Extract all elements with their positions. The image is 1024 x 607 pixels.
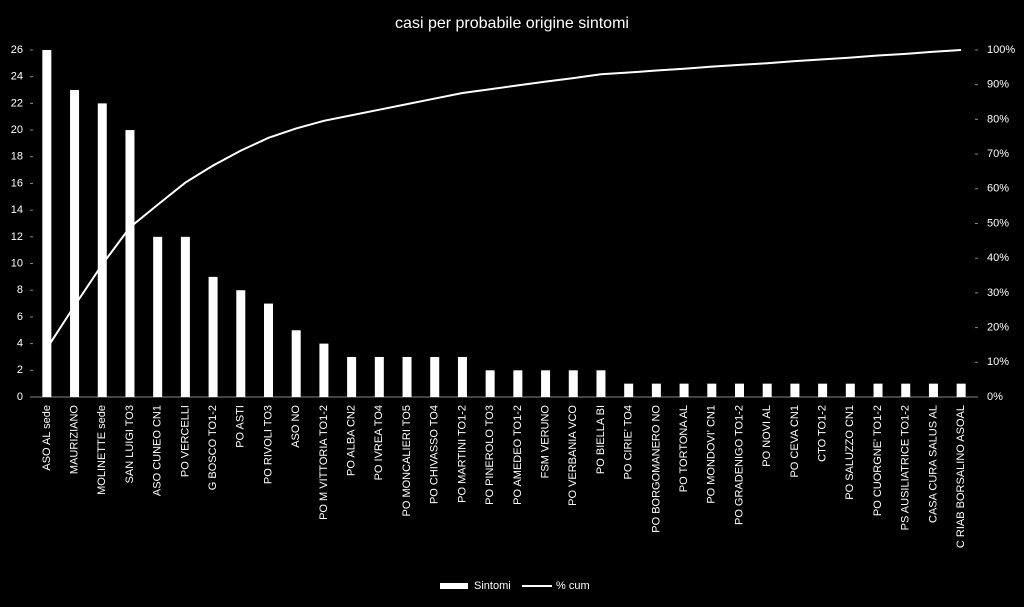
x-tick-label: PO BIELLA BI [595,405,607,474]
x-tick-label: PO BORGOMANERO NO [650,405,662,533]
x-tick-label: PO MARTINI TO1-2 [456,405,468,503]
bar [845,383,855,397]
y2-tick-label: 20% [987,322,1009,334]
x-tick-label: PO MONDOVI' CN1 [706,405,718,504]
bar [97,103,107,397]
x-tick-label: PO VERCELLI [179,405,191,477]
bar [208,276,218,397]
x-tick-label: PO CUORGNE' TO1-2 [872,405,884,516]
bar [679,383,689,397]
x-tick-label: PO IVREA TO4 [373,405,385,480]
bar [651,383,661,397]
bar [457,356,467,397]
x-tick-label: PO CHIVASSO TO4 [429,405,441,504]
x-tick-label: PO CIRIE' TO4 [623,405,635,479]
y-tick-label: 14 [11,204,23,216]
y2-tick-label: 10% [987,356,1009,368]
x-tick-label: PO TORTONA AL [678,405,690,492]
bar [264,303,273,397]
y2-tick-label: 90% [987,79,1009,91]
legend-label: Sintomi [474,580,511,592]
y2-tick-label: 30% [987,287,1009,299]
bar [707,383,717,397]
x-tick-label: PO NOVI AL [761,405,773,467]
bar [70,90,80,398]
bar [374,356,384,397]
legend-swatch [440,583,468,589]
x-tick-label: PO VERBANIA VCO [567,405,579,506]
x-tick-label: PO AMEDEO TO1-2 [512,405,524,505]
y-tick-label: 0 [17,391,23,403]
bar [513,370,523,397]
y2-tick-label: 40% [987,252,1009,264]
x-tick-label: ASO CUNEO CN1 [152,405,164,496]
x-tick-label: PS AUSILIATRICE TO1-2 [900,405,912,530]
bar [402,356,412,397]
bar [790,383,800,397]
legend-label: % cum [556,580,590,592]
x-tick-label: PO ALBA CN2 [346,405,358,476]
bar [901,383,911,397]
bar [873,383,883,397]
bar [956,383,966,397]
x-tick-label: PO GRADENIGO TO1-2 [733,405,745,525]
bar [762,383,772,397]
y2-tick-label: 0% [987,391,1003,403]
bar [42,50,52,397]
y-tick-label: 16 [11,177,23,189]
y2-tick-label: 60% [987,183,1009,195]
y2-tick-label: 70% [987,148,1009,160]
bar [928,383,938,397]
x-tick-label: CASA CURA SALUS AL [927,405,939,523]
bar [624,383,634,397]
bar [541,370,551,397]
y-tick-label: 8 [17,284,23,296]
y-tick-label: 6 [17,311,23,323]
bar [485,370,495,397]
line [46,49,962,349]
y2-tick-label: 80% [987,113,1009,125]
bar [430,356,440,397]
y-tick-label: 10 [11,257,23,269]
x-tick-label: PO ASTI [235,405,247,448]
bar [153,236,163,397]
chart-title: casi per probabile origine sintomi [395,15,629,32]
bar [319,343,329,397]
x-tick-label: PO RIVOLI TO3 [262,405,274,484]
x-tick-label: G BOSCO TO1-2 [207,405,219,490]
x-tick-label: FSM VERUNO [539,405,551,479]
y2-tick-label: 50% [987,217,1009,229]
y-tick-label: 22 [11,97,23,109]
bar [236,290,246,397]
bar [596,370,606,397]
bar [125,130,135,398]
bar [735,383,744,397]
y-tick-label: 18 [11,151,23,163]
bar [347,356,357,397]
x-tick-label: ASO AL sede [41,405,53,471]
x-tick-label: C RIAB BORSALINO ASOAL [955,405,967,548]
x-tick-label: PO PINEROLO TO3 [484,405,496,505]
bar [291,330,301,397]
x-tick-label: MAURIZIANO [68,405,80,475]
y-tick-label: 20 [11,124,23,136]
y-tick-label: 26 [11,44,23,56]
y2-tick-label: 100% [987,44,1015,56]
x-tick-label: PO SALUZZO CN1 [844,405,856,500]
y-tick-label: 4 [17,338,23,350]
y-tick-label: 24 [11,71,23,83]
x-tick-label: PO CEVA CN1 [789,405,801,478]
x-tick-label: PO MONCALIERI TO5 [401,405,413,516]
y-tick-label: 2 [17,364,23,376]
x-tick-label: ASO NO [290,405,302,448]
bar [568,370,578,397]
x-tick-label: SAN LUIGI TO3 [124,405,136,483]
y-tick-label: 12 [11,231,23,243]
x-tick-label: PO M VITTORIA TO1-2 [318,405,330,520]
x-tick-label: CTO TO1-2 [817,405,829,462]
x-tick-label: MOLINETTE sede [96,405,108,495]
bar [818,383,828,397]
bar [180,236,190,397]
